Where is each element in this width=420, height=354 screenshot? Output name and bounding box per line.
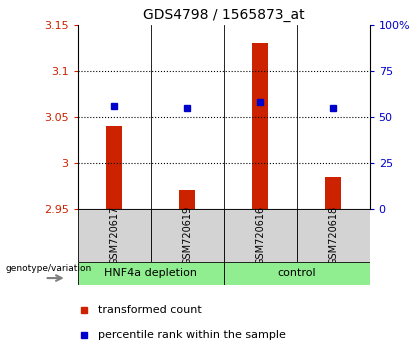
Bar [297, 209, 370, 262]
Bar [223, 209, 297, 262]
Text: transformed count: transformed count [98, 305, 202, 315]
Bar [325, 177, 341, 209]
Text: GSM720617: GSM720617 [109, 206, 119, 265]
Text: HNF4a depletion: HNF4a depletion [104, 268, 197, 279]
Bar [151, 209, 224, 262]
Text: GSM720616: GSM720616 [255, 206, 265, 265]
Text: GSM720618: GSM720618 [328, 206, 338, 265]
Title: GDS4798 / 1565873_at: GDS4798 / 1565873_at [143, 8, 304, 22]
Text: percentile rank within the sample: percentile rank within the sample [98, 330, 286, 339]
Bar [106, 126, 122, 209]
Bar [252, 43, 268, 209]
Bar [78, 262, 223, 285]
Bar [179, 190, 195, 209]
Bar [78, 209, 151, 262]
Text: control: control [277, 268, 316, 279]
Text: GSM720619: GSM720619 [182, 206, 192, 265]
Text: genotype/variation: genotype/variation [6, 264, 92, 273]
Bar [223, 262, 370, 285]
